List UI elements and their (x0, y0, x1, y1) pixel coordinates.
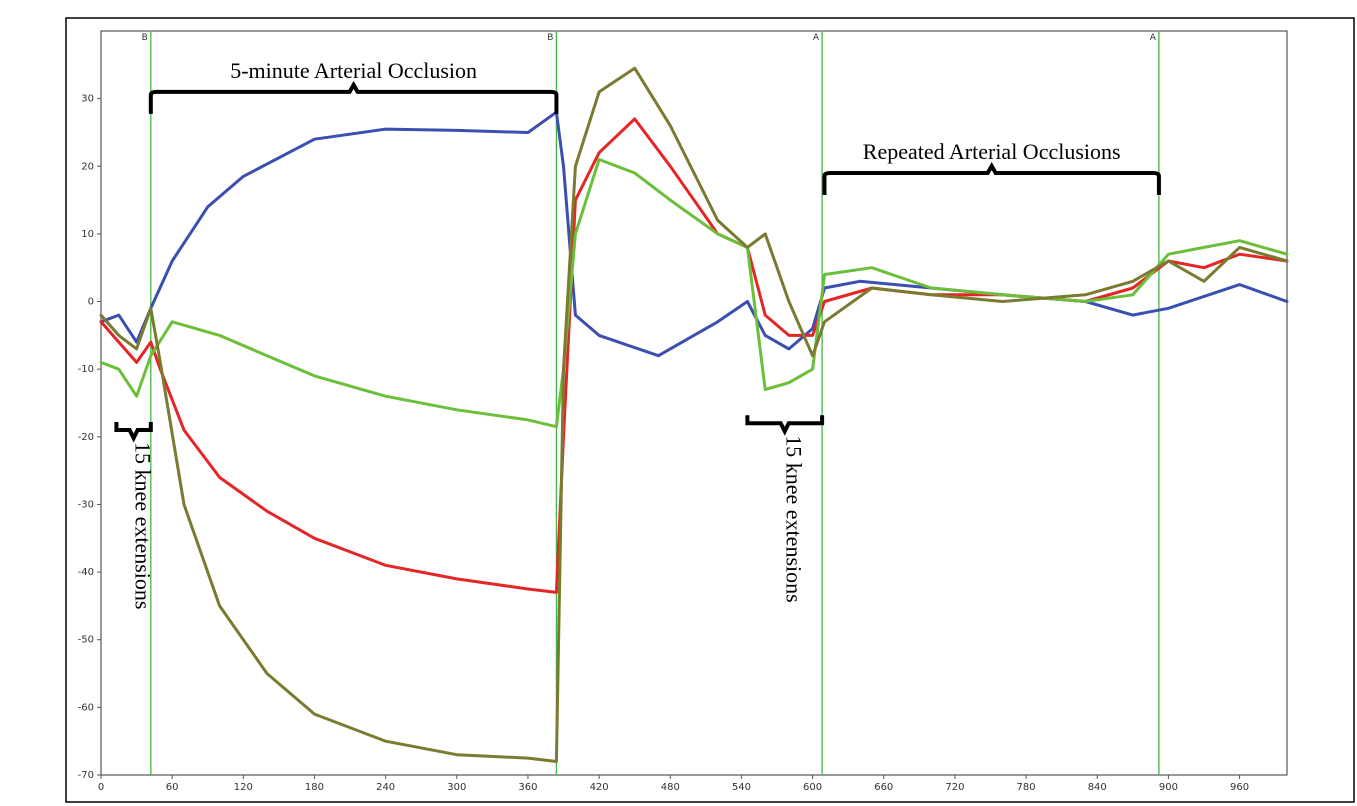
x-tick-label: 360 (518, 782, 537, 793)
y-tick-label: -10 (78, 364, 94, 375)
series-line-3 (99, 158, 1289, 429)
event-marker-label: B (142, 33, 148, 43)
x-tick-label: 120 (234, 782, 253, 793)
x-tick-label: 600 (803, 782, 822, 793)
annotations: 5-minute Arterial Occlusion Repeated Arte… (114, 58, 1161, 609)
x-tick-label: 900 (1159, 782, 1178, 793)
y-axis-ticks: 30 20 10 0 -10 -20 -30 -40 -50 -60 -70 (78, 94, 101, 781)
y-tick-label: -20 (78, 432, 94, 443)
y-tick-label: 0 (88, 297, 94, 308)
annotation-label: 5-minute Arterial Occlusion (230, 58, 477, 83)
event-marker-label: A (813, 33, 820, 43)
annotation-brace (114, 422, 153, 443)
series-lines (99, 66, 1289, 763)
x-tick-label: 480 (661, 782, 680, 793)
x-tick-label: 540 (732, 782, 751, 793)
x-tick-label: 780 (1017, 782, 1036, 793)
x-tick-label: 660 (874, 782, 893, 793)
y-tick-label: -60 (78, 702, 94, 713)
annotation-label: 15 knee extensions (131, 442, 156, 609)
x-tick-label: 840 (1088, 782, 1107, 793)
x-tick-label: 240 (376, 782, 395, 793)
annotation-label: Repeated Arterial Occlusions (863, 139, 1121, 164)
y-tick-label: -40 (78, 567, 94, 578)
y-tick-label: -30 (78, 499, 94, 510)
annotation-brace (148, 80, 559, 114)
x-axis-ticks: 0 60 120 180 240 300 360 420 480 540 600 660 720 780 8… (98, 775, 1249, 793)
figure-border (65, 17, 1355, 803)
y-tick-label: 10 (81, 229, 94, 240)
x-tick-label: 720 (945, 782, 964, 793)
y-tick-label: -70 (78, 770, 94, 781)
x-tick-label: 420 (590, 782, 609, 793)
y-tick-label: -50 (78, 635, 94, 646)
annotation-brace (822, 162, 1161, 196)
plot-area (100, 30, 1288, 776)
event-marker-label: A (1150, 33, 1157, 43)
annotation-label: 15 knee extensions (782, 435, 807, 602)
x-tick-label: 960 (1230, 782, 1249, 793)
x-tick-label: 180 (305, 782, 324, 793)
x-tick-label: 300 (447, 782, 466, 793)
x-tick-label: 60 (166, 782, 179, 793)
y-tick-label: 30 (81, 94, 94, 105)
x-tick-label: 0 (98, 782, 104, 793)
series-line-4 (99, 66, 1289, 763)
y-tick-label: 20 (81, 161, 94, 172)
event-marker-label: B (547, 33, 553, 43)
annotation-brace (745, 415, 825, 436)
